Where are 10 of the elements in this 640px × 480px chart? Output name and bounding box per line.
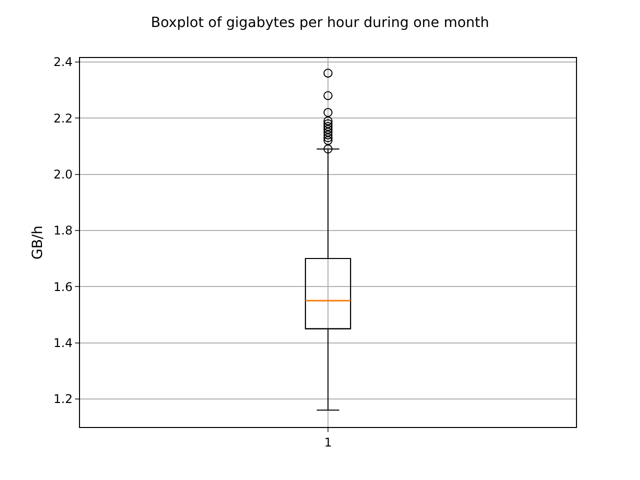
y-axis-title: GB/h [30, 225, 46, 260]
y-tick-label: 2.0 [54, 167, 73, 182]
y-tick-label: 1.4 [54, 336, 73, 350]
y-tick-label: 1.6 [54, 280, 73, 294]
y-tick-label: 1.8 [54, 224, 73, 238]
chart-title: Boxplot of gigabytes per hour during one month [150, 14, 490, 31]
y-tick-label: 2.2 [54, 111, 73, 126]
y-tick-label: 2.4 [54, 55, 73, 70]
y-tick-label: 1.2 [54, 392, 73, 406]
x-tick-label: 1 [324, 435, 332, 450]
